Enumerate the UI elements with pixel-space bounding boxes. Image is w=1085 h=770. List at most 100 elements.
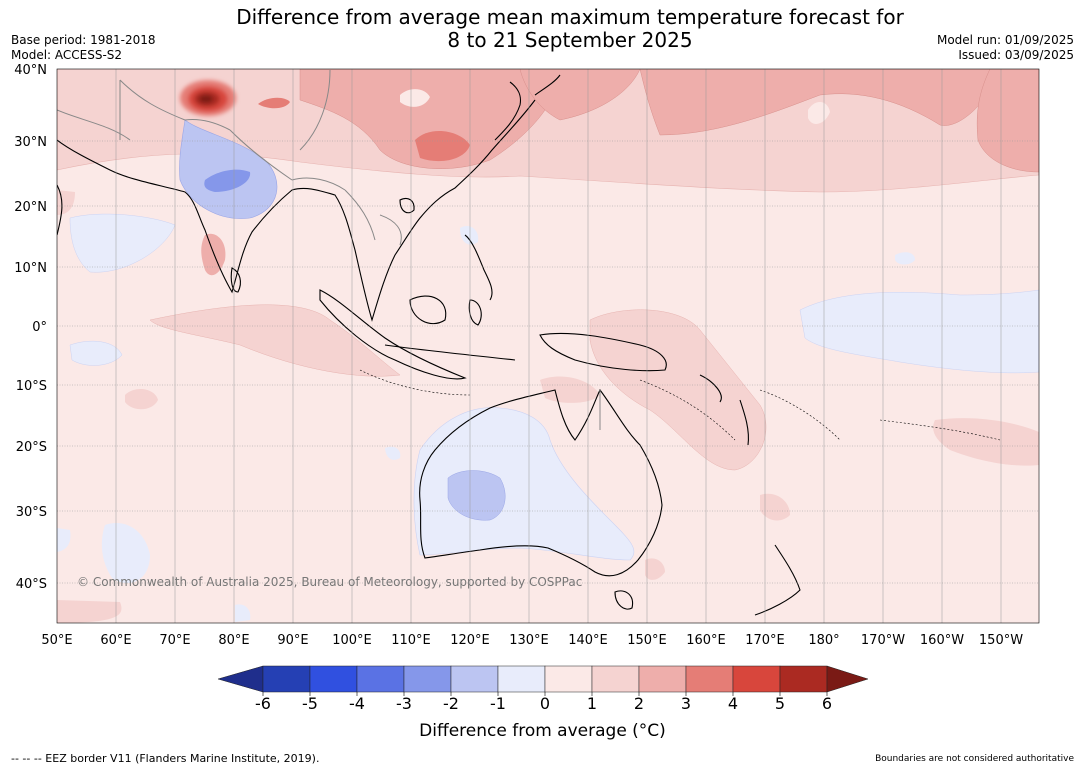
cool-anomaly-region [895,252,915,265]
colorbar-tick-label: 1 [587,694,597,713]
colorbar-tick-label: 3 [681,694,691,713]
longitude-label: 70°E [159,633,190,648]
longitude-label: 140°E [568,633,608,648]
colorbar-tick-label: -6 [255,694,271,713]
base-period-text: Base period: 1981-2018 [11,33,156,47]
colorbar-label: Difference from average (°C) [419,721,666,741]
cool-anomaly-region [57,528,71,552]
warm-anomaly-region [639,69,1001,136]
longitude-label: 160°E [686,633,726,648]
latitude-label: 40°S [16,577,47,592]
longitude-label: 130°E [509,633,549,648]
latitude-label: 20°N [14,200,47,215]
cool-anomaly-region [179,119,278,219]
latitude-label: 10°S [16,379,47,394]
coastlines [57,74,801,616]
latitude-label: 0° [32,320,47,335]
cool-anomaly-region [204,169,251,192]
cool-anomaly-region [447,470,506,521]
boundaries-disclaimer: Boundaries are not considered authoritat… [875,754,1074,764]
colorbar-tick-label: 6 [822,694,832,713]
colorbar-swatch [497,665,546,693]
neutral-anomaly-region [400,89,430,107]
colorbar-tick-label: -3 [396,694,412,713]
colorbar-extension-high [826,665,869,693]
temperature-anomaly-field [57,69,1039,623]
warm-anomaly-region [258,97,290,109]
longitude-label: 120°E [450,633,490,648]
colorbar-tick-label: 5 [775,694,785,713]
map-frame [56,68,1040,624]
longitude-label: 110°E [391,633,431,648]
graticule [57,69,1039,623]
longitude-label: 150°W [979,633,1023,648]
colorbar-swatch [450,665,499,693]
neutral-anomaly-region [808,101,830,124]
longitude-label: 170°E [745,633,785,648]
copyright-notice: © Commonwealth of Australia 2025, Bureau… [77,575,582,589]
cool-anomaly-region [460,225,479,245]
warm-anomaly-region [201,233,226,276]
longitude-label: 90°E [277,633,308,648]
warm-anomaly-region [57,600,122,623]
national-borders [57,69,601,430]
colorbar-swatch [544,665,593,693]
warm-anomaly-region [645,558,665,580]
warm-anomaly-region [415,130,470,162]
colorbar-tick-label: -5 [302,694,318,713]
longitude-label: 180° [808,633,839,648]
warm-anomaly-region [125,388,158,410]
latitude-label: 30°S [16,505,47,520]
map-title-line-2: 8 to 21 September 2025 [447,28,693,52]
longitude-label: 100°E [332,633,372,648]
colorbar: -6 -5 -4 -3 -2 -1 0 1 2 3 4 5 6 [217,665,869,713]
longitude-label: 60°E [100,633,131,648]
cool-anomaly-region [69,213,176,273]
colorbar-tick-label: -2 [443,694,459,713]
colorbar-tick-label: 2 [634,694,644,713]
colorbar-swatch [732,665,781,693]
warm-anomaly-region [976,69,1039,173]
cool-anomaly-region [101,523,150,584]
issued-text: Issued: 03/09/2025 [958,48,1074,62]
colorbar-swatch [356,665,405,693]
latitude-label: 10°N [14,261,47,276]
cool-anomaly-region [69,340,123,366]
colorbar-swatch [403,665,452,693]
model-text: Model: ACCESS-S2 [11,48,123,62]
colorbar-swatch [591,665,640,693]
latitude-axis: 40°N 30°N 20°N 10°N 0° 10°S 20°S 30°S 40°S [14,63,47,592]
colorbar-tick-label: -1 [490,694,506,713]
cool-anomaly-region [413,407,635,561]
colorbar-swatch [779,665,828,693]
colorbar-swatch [309,665,358,693]
warm-anomaly-region [760,493,790,521]
cool-anomaly-region [235,604,251,622]
colorbar-tick-label: 0 [540,694,550,713]
colorbar-tick-label: -4 [349,694,365,713]
map-title-line-1: Difference from average mean maximum tem… [236,5,904,29]
warm-anomaly-region [540,376,600,403]
longitude-label: 170°W [861,633,905,648]
colorbar-swatch [685,665,734,693]
longitude-axis: 50°E 60°E 70°E 80°E 90°E 100°E 110°E 120°E 130°E… [41,633,1023,648]
longitude-label: 80°E [218,633,249,648]
eez-legend-note: -- -- -- EEZ border V11 (Flanders Marine… [11,752,320,765]
longitude-label: 160°W [920,633,964,648]
warm-anomaly-region [933,418,1039,466]
warm-anomaly-region [589,309,767,471]
colorbar-swatch [262,665,311,693]
cool-anomaly-region [385,446,401,460]
longitude-label: 150°E [627,633,667,648]
colorbar-swatch [638,665,687,693]
latitude-label: 30°N [14,135,47,150]
colorbar-extension-low [217,665,264,693]
warm-anomaly-region [149,304,401,377]
longitude-label: 50°E [41,633,72,648]
latitude-label: 20°S [16,440,47,455]
model-run-text: Model run: 01/09/2025 [936,33,1074,47]
colorbar-tick-label: 4 [728,694,738,713]
latitude-label: 40°N [14,63,47,78]
hot-spot [180,80,236,116]
